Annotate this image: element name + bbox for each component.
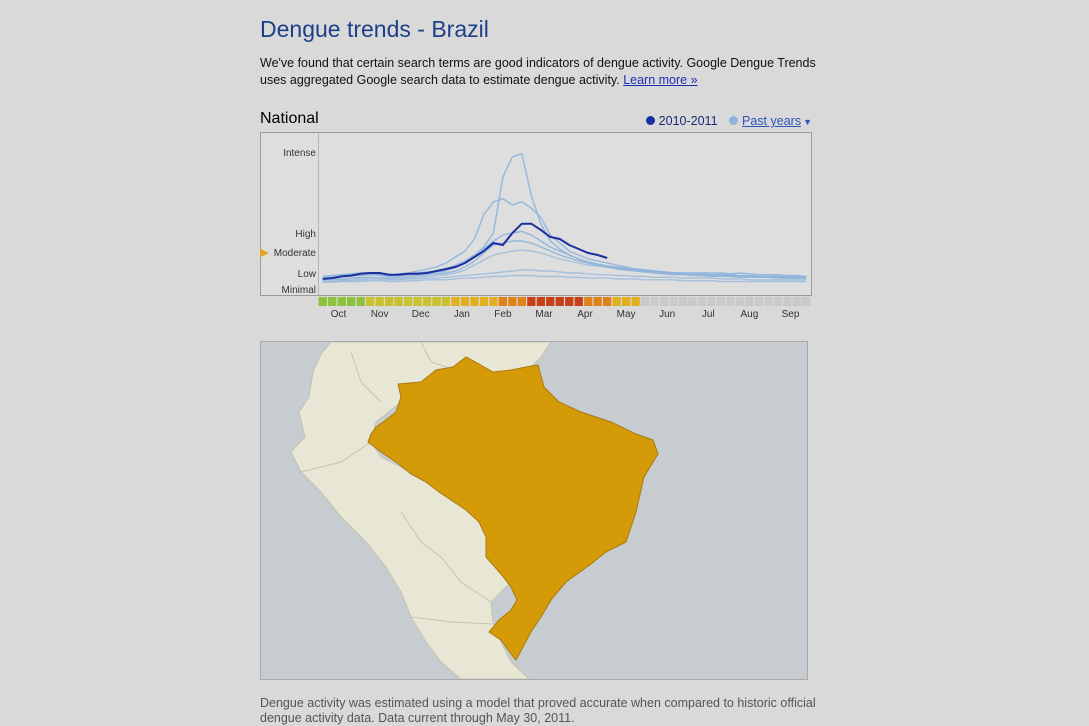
- month-label-jul: Jul: [702, 309, 715, 320]
- week-level-cell: [783, 297, 792, 306]
- month-label-mar: Mar: [535, 309, 553, 320]
- week-level-cell: [555, 297, 564, 306]
- legend-past-dot: [729, 116, 739, 125]
- week-level-cell: [603, 297, 612, 306]
- week-level-cell: [764, 297, 773, 306]
- week-level-cell: [536, 297, 545, 306]
- month-label-may: May: [617, 309, 636, 320]
- chart-legend: 2010-2011 Past years ▼: [645, 114, 812, 128]
- week-level-cell: [470, 297, 479, 306]
- month-label-dec: Dec: [412, 309, 430, 320]
- week-level-cell: [716, 297, 726, 306]
- week-level-cell: [688, 297, 697, 306]
- legend-current: 2010-2011: [645, 114, 721, 128]
- week-level-cell: [347, 297, 356, 306]
- brazil-map[interactable]: [260, 341, 808, 680]
- week-level-cell: [631, 297, 640, 306]
- week-level-cell: [773, 297, 782, 306]
- legend-current-dot: [645, 116, 655, 125]
- week-level-cell: [546, 297, 555, 306]
- section-title: National: [260, 110, 319, 127]
- week-level-cell: [565, 297, 574, 306]
- month-label-feb: Feb: [494, 309, 512, 320]
- past-year-line-7: [322, 274, 807, 283]
- month-label-nov: Nov: [371, 309, 389, 320]
- week-level-cell: [385, 297, 394, 306]
- chevron-down-icon[interactable]: ▼: [803, 117, 812, 127]
- y-level-label-minimal: Minimal: [282, 285, 316, 296]
- month-label-sep: Sep: [782, 309, 800, 320]
- moderate-level-marker: [260, 248, 269, 258]
- intro-text-block: We've found that certain search terms ar…: [260, 55, 816, 89]
- week-level-cell: [508, 297, 517, 306]
- week-level-cell: [413, 297, 422, 306]
- week-level-cell: [318, 297, 327, 306]
- month-label-apr: Apr: [577, 309, 593, 320]
- week-level-cell: [394, 297, 403, 306]
- past-year-line-5: [322, 249, 807, 282]
- week-level-cell: [328, 297, 337, 306]
- week-level-cell: [432, 297, 441, 306]
- week-level-cell: [612, 297, 621, 306]
- week-level-cell: [640, 297, 650, 306]
- week-level-cell: [337, 297, 346, 306]
- legend-past[interactable]: Past years ▼: [729, 114, 812, 128]
- week-level-cell: [517, 297, 526, 306]
- week-level-cell: [584, 297, 593, 306]
- week-level-cell: [735, 297, 745, 306]
- week-level-cell: [460, 297, 470, 306]
- week-level-cell: [659, 297, 669, 306]
- month-label-jan: Jan: [454, 309, 470, 320]
- country-border: [300, 342, 494, 625]
- past-year-line-6: [322, 269, 807, 283]
- page-title: Dengue trends - Brazil: [260, 16, 489, 42]
- y-level-label-moderate: Moderate: [274, 248, 317, 259]
- y-level-label-intense: Intense: [283, 148, 316, 159]
- week-level-cell: [754, 297, 763, 306]
- week-level-cell: [622, 297, 631, 306]
- y-level-label-high: High: [295, 229, 316, 240]
- week-level-cell: [422, 297, 432, 306]
- national-trend-chart: Minimal Low Moderate High Intense Oct Nov Dec J…: [260, 132, 812, 320]
- week-level-cell: [669, 297, 678, 306]
- week-level-cell: [792, 297, 801, 306]
- past-years-link[interactable]: Past years: [742, 114, 802, 128]
- week-level-cell: [726, 297, 735, 306]
- brazil-region[interactable]: [367, 356, 659, 661]
- week-level-cell: [366, 297, 375, 306]
- week-level-cell: [697, 297, 707, 306]
- week-level-cell: [650, 297, 659, 306]
- week-level-cell: [489, 297, 498, 306]
- week-level-cell: [574, 297, 583, 306]
- week-level-cell: [678, 297, 688, 306]
- week-level-cell: [356, 297, 365, 306]
- legend-current-label: 2010-2011: [658, 114, 718, 128]
- month-label-aug: Aug: [741, 309, 759, 320]
- week-level-cell: [479, 297, 489, 306]
- month-label-jun: Jun: [659, 309, 675, 320]
- week-level-cell: [403, 297, 413, 306]
- week-level-cell: [527, 297, 536, 306]
- learn-more-link[interactable]: Learn more »: [623, 73, 698, 87]
- week-level-cell: [375, 297, 384, 306]
- y-level-label-low: Low: [298, 269, 317, 280]
- data-footnote: Dengue activity was estimated using a mo…: [260, 696, 816, 725]
- month-label-oct: Oct: [331, 309, 347, 320]
- map-svg: [261, 342, 807, 679]
- current-season-line: [322, 222, 608, 280]
- chart-frame: [260, 132, 812, 296]
- week-level-cell: [707, 297, 716, 306]
- week-level-cell: [498, 297, 507, 306]
- week-level-cell: [802, 297, 811, 306]
- intro-text: We've found that certain search terms ar…: [260, 56, 816, 87]
- week-level-cell: [593, 297, 602, 306]
- week-level-cell: [451, 297, 460, 306]
- week-level-cell: [441, 297, 451, 306]
- week-level-cell: [745, 297, 754, 306]
